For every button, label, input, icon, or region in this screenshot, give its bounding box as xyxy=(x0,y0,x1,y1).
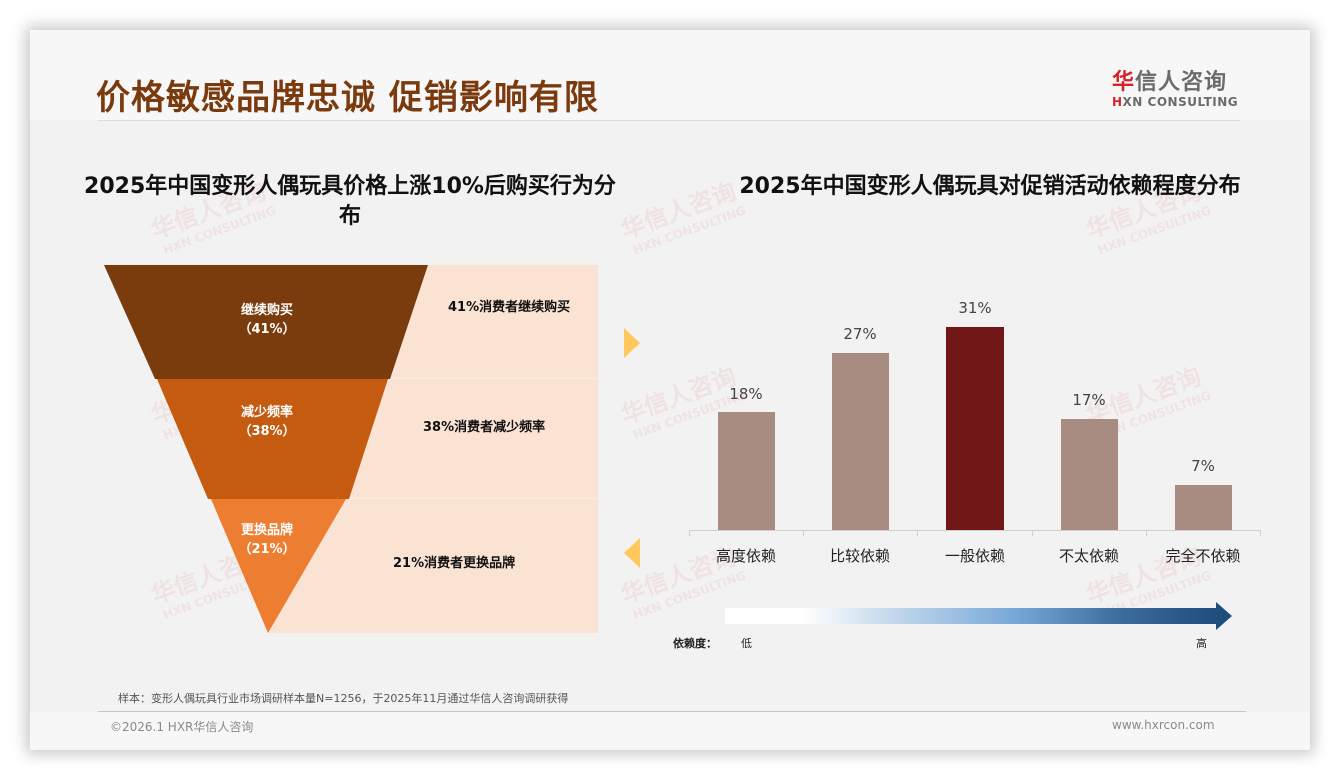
funnel-stage-2-label: 减少频率 （38%） xyxy=(238,405,296,439)
funnel-stage-3-description: 21%消费者更换品牌 xyxy=(393,556,516,571)
x-axis-tick xyxy=(917,530,918,536)
bar-value-label: 18% xyxy=(729,385,763,403)
logo-cn-text: 信人咨询 xyxy=(1135,70,1228,95)
arrow-left-icon xyxy=(624,538,640,568)
x-axis-tick xyxy=(1146,530,1147,536)
x-axis-label: 一般依赖 xyxy=(944,547,1005,565)
bar-value-label: 31% xyxy=(958,299,992,317)
footer-divider xyxy=(98,711,1246,712)
footer-band xyxy=(30,712,1310,750)
logo: 华信人咨询 HXN CONSULTING xyxy=(1112,64,1238,109)
scale-title: 依赖度： xyxy=(673,637,717,650)
funnel-chart-title-line2: 布 xyxy=(338,204,361,229)
bar-high-dependence xyxy=(718,412,775,530)
copyright: ©2026.1 HXR华信人咨询 xyxy=(110,720,254,734)
x-axis-tick xyxy=(1032,530,1033,536)
logo-cn-accent: 华 xyxy=(1112,70,1136,95)
bar-not-very-dependent xyxy=(1061,419,1118,530)
x-axis-tick xyxy=(689,530,690,536)
title-divider xyxy=(98,120,1240,121)
logo-cn: 华信人咨询 xyxy=(1112,64,1238,96)
funnel-panel-divider xyxy=(268,378,598,379)
scale-high-label: 高 xyxy=(1196,637,1207,650)
funnel-shape xyxy=(104,265,428,633)
funnel-panel-divider xyxy=(268,498,598,499)
sample-note: 样本：变形人偶玩具行业市场调研样本量N=1256，于2025年11月通过华信人咨… xyxy=(118,692,569,705)
logo-en-accent: H xyxy=(1112,95,1123,109)
bar-value-label: 27% xyxy=(843,325,877,343)
dependence-gradient-scale xyxy=(725,608,1217,624)
x-axis-label: 比较依赖 xyxy=(829,547,890,565)
x-axis-tick xyxy=(1260,530,1261,536)
funnel-chart-title: 2025年中国变形人偶玩具价格上涨10%后购买行为分 布 xyxy=(40,172,660,232)
logo-en: HXN CONSULTING xyxy=(1112,95,1238,109)
x-axis xyxy=(689,530,1261,531)
scale-low-label: 低 xyxy=(741,637,752,650)
bar-chart-title: 2025年中国变形人偶玩具对促销活动依赖程度分布 xyxy=(739,174,1241,199)
x-axis-tick xyxy=(803,530,804,536)
bar-fairly-dependent xyxy=(832,353,889,530)
bar-value-label: 7% xyxy=(1191,457,1215,475)
x-axis-label: 完全不依赖 xyxy=(1165,547,1241,565)
funnel-stage-3 xyxy=(211,499,346,633)
x-axis-label: 高度依赖 xyxy=(715,547,776,565)
bar-moderately-dependent xyxy=(946,327,1004,530)
website-link[interactable]: www.hxrcon.com xyxy=(1112,718,1215,732)
funnel-stage-2-description: 38%消费者减少频率 xyxy=(423,420,546,435)
funnel-stage-1 xyxy=(104,265,428,379)
x-axis-label: 不太依赖 xyxy=(1058,547,1119,565)
funnel-chart-title-line1: 2025年中国变形人偶玩具价格上涨10%后购买行为分 xyxy=(84,174,616,199)
bar-value-label: 17% xyxy=(1072,391,1106,409)
arrow-right-icon xyxy=(1216,602,1232,630)
arrow-right-icon xyxy=(624,328,640,358)
funnel-stage-2 xyxy=(157,379,388,499)
logo-en-text: XN CONSULTING xyxy=(1122,95,1239,109)
funnel-stage-1-description: 41%消费者继续购买 xyxy=(448,300,571,315)
funnel-stage-3-label: 更换品牌 （21%） xyxy=(238,523,296,557)
slide: 价格敏感品牌忠诚 促销影响有限 华信人咨询 HXN CONSULTING 华信人… xyxy=(30,30,1310,750)
bar-not-dependent xyxy=(1175,485,1232,530)
funnel-stage-1-label: 继续购买 （41%） xyxy=(238,303,296,337)
header-band xyxy=(30,30,1310,120)
page-title: 价格敏感品牌忠诚 促销影响有限 xyxy=(96,78,599,118)
